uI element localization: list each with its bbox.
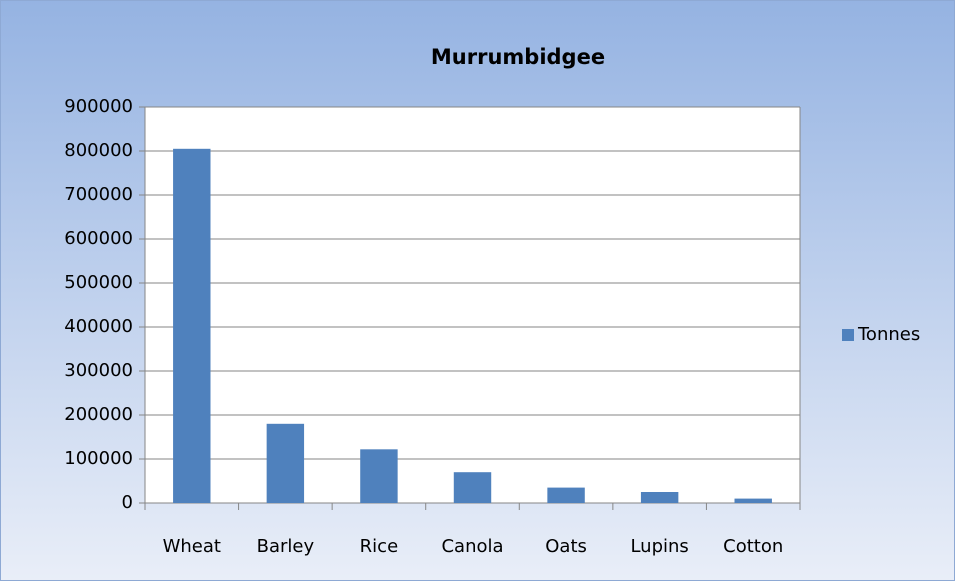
x-tick-label: Lupins (630, 536, 688, 557)
y-tick-label: 500000 (64, 272, 133, 293)
bar (453, 472, 492, 503)
plot-area (145, 107, 800, 503)
y-tick-label: 200000 (64, 404, 133, 425)
x-tick-label: Canola (441, 536, 503, 557)
bar (266, 423, 305, 503)
x-tick-label: Rice (360, 536, 398, 557)
y-tick-label: 600000 (64, 228, 133, 249)
x-tick-label: Oats (545, 536, 587, 557)
x-tick-label: Cotton (723, 536, 783, 557)
chart-title: Murrumbidgee (431, 45, 605, 69)
legend-swatch (842, 329, 854, 341)
y-tick-label: 700000 (64, 184, 133, 205)
bar (547, 487, 585, 503)
y-tick-label: 800000 (64, 140, 133, 161)
y-tick-label: 0 (122, 492, 133, 513)
y-tick-label: 300000 (64, 360, 133, 381)
bar (640, 492, 679, 503)
bar (173, 148, 211, 504)
bar (734, 498, 772, 503)
legend-label: Tonnes (857, 324, 920, 345)
x-tick-label: Wheat (163, 536, 221, 557)
x-tick-label: Barley (257, 536, 315, 557)
y-tick-label: 400000 (64, 316, 133, 337)
bar (360, 449, 398, 503)
y-tick-label: 100000 (64, 448, 133, 469)
y-tick-label: 900000 (64, 96, 133, 117)
